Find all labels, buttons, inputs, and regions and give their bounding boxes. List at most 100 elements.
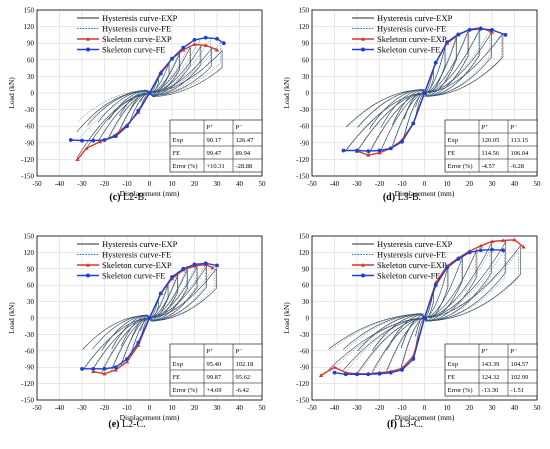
hysteresis-exp-loop	[328, 245, 521, 370]
x-axis-title: Displacement (mm)	[120, 189, 180, 198]
y-tick-label: 120	[24, 249, 35, 257]
skeleton-fe-point	[203, 35, 208, 40]
hysteresis-exp-loop	[357, 32, 492, 151]
hysteresis-fe-loop	[404, 47, 445, 138]
chart-panel-4: -50 -40 -30 -20 -10 0 10 20 30 40 50 150 120 90 60 30 0 -…	[282, 233, 541, 431]
skeleton-fe-point	[388, 370, 393, 375]
table-cell: -1.51	[511, 387, 525, 394]
x-axis-title: Displacement (mm)	[395, 413, 455, 422]
skeleton-fe-point	[411, 357, 416, 361]
skeleton-fe-point	[181, 45, 186, 50]
skeleton-exp-point	[75, 157, 80, 161]
hysteresis-fe-loop	[387, 258, 462, 372]
legend-label: Hysteresis curve-FE	[102, 24, 171, 34]
y-tick-label: 150	[299, 7, 310, 15]
chart-panel-2: -50 -40 -30 -20 -10 0 10 20 30 40 50 150 120 90 60 30 0 -…	[282, 7, 541, 204]
x-tick-label: 30	[214, 404, 222, 412]
hysteresis-fe-loop	[358, 250, 491, 374]
table-cell: Exp	[173, 137, 183, 144]
skeleton-fe-point	[341, 148, 346, 153]
skeleton-exp-point	[318, 373, 324, 377]
x-tick-label: 10	[444, 404, 452, 412]
skeleton-fe-point	[400, 368, 404, 372]
hysteresis-fe-loop	[415, 292, 434, 350]
x-tick-label: 10	[169, 404, 177, 412]
chart-panel-1: -50 -40 -30 -20 -10 0 10 20 30 40 50 150 120 90 60 30 0 -…	[7, 7, 266, 204]
y-axis-title: Load (kN)	[7, 302, 16, 334]
skeleton-fe-point	[490, 28, 494, 32]
y-tick-label: 60	[27, 282, 35, 290]
panel-caption: (c) L2-B.	[109, 192, 146, 203]
skeleton-fe-point	[158, 291, 163, 296]
y-tick-label: 30	[302, 298, 310, 306]
results-table: P⁺ P⁻ Exp 90.17 126.47 FE 99.47 89.94 Error (%) +…	[169, 119, 263, 173]
x-tick-label: -50	[32, 180, 42, 188]
x-tick-label: -40	[330, 404, 340, 412]
hysteresis-fe-loop	[381, 31, 468, 150]
skeleton-fe-point	[102, 366, 107, 371]
x-tick-label: 0	[423, 180, 427, 188]
hysteresis-fe-loop	[119, 52, 180, 132]
table-header-cell: P⁻	[236, 348, 244, 355]
x-tick-label: -20	[100, 180, 110, 188]
y-tick-label: -60	[300, 123, 310, 131]
y-axis-title: Load (kN)	[282, 77, 291, 109]
chart-panel-3: -50 -40 -30 -20 -10 0 10 20 30 40 50 150 120 90 60 30 0 -…	[7, 233, 266, 431]
table-cell: Error (%)	[173, 163, 198, 170]
skeleton-fe-point	[181, 266, 186, 271]
skeleton-fe-point	[478, 248, 483, 253]
skeleton-fe	[80, 261, 219, 371]
legend-label: Hysteresis curve-FE	[377, 24, 446, 34]
legend-label: Skeleton curve-EXP	[102, 260, 172, 270]
x-tick-label: 20	[466, 180, 474, 188]
skeleton-fe-point	[445, 40, 449, 44]
skeleton-fe	[341, 26, 508, 154]
skeleton-fe-point	[456, 257, 461, 261]
results-table: P⁺ P⁻ Exp 95.40 102.18 FE 99.87 95.62 Error (%) +…	[169, 343, 263, 397]
skeleton-fe-point	[125, 357, 129, 361]
skeleton-fe-point	[355, 372, 359, 377]
hysteresis-fe-loop	[88, 38, 211, 140]
skeleton-exp-point	[102, 371, 107, 376]
x-tick-label: 0	[148, 180, 152, 188]
skeleton-fe-point	[158, 71, 163, 76]
x-tick-label: -10	[397, 404, 407, 412]
y-tick-label: -90	[300, 364, 310, 372]
hysteresis-fe-loop	[112, 268, 187, 367]
skeleton-fe-point	[366, 149, 371, 154]
legend-label: Hysteresis curve-EXP	[377, 239, 453, 249]
skeleton-exp-point	[489, 239, 495, 244]
skeleton-fe-point	[68, 138, 73, 142]
caption-letter: (f)	[387, 419, 397, 430]
hysteresis-exp-loop	[380, 31, 469, 152]
table-cell: 126.47	[236, 137, 255, 144]
y-axis-title: Load (kN)	[282, 302, 291, 334]
caption-letter: (c)	[109, 192, 120, 203]
y-tick-label: -150	[296, 173, 309, 181]
skeleton-fe	[332, 247, 506, 377]
skeleton-exp-point	[478, 243, 483, 248]
skeleton-fe-point	[501, 248, 506, 253]
x-tick-label: 30	[214, 180, 222, 188]
x-tick-label: 20	[191, 404, 199, 412]
hysteresis-exp-loop	[386, 256, 463, 372]
y-tick-label: -120	[296, 156, 309, 164]
x-tick-label: 0	[148, 404, 152, 412]
x-tick-label: 20	[466, 404, 474, 412]
x-tick-label: -10	[122, 404, 132, 412]
legend-label: Skeleton curve-EXP	[377, 34, 447, 44]
x-tick-label: 40	[236, 404, 244, 412]
skeleton-fe-point	[215, 36, 219, 41]
legend-label: Hysteresis curve-FE	[377, 250, 446, 260]
y-tick-label: 30	[302, 73, 310, 81]
x-tick-label: -10	[397, 180, 407, 188]
skeleton-exp-point	[124, 359, 130, 364]
hysteresis-curves	[82, 263, 217, 373]
x-tick-label: 30	[489, 180, 497, 188]
hysteresis-fe-loop	[130, 63, 169, 122]
y-tick-label: 0	[31, 90, 35, 98]
legend-marker	[86, 273, 90, 278]
x-tick-label: -20	[375, 404, 385, 412]
table-cell: 102.99	[511, 374, 529, 381]
table-cell: 120.05	[482, 137, 500, 144]
